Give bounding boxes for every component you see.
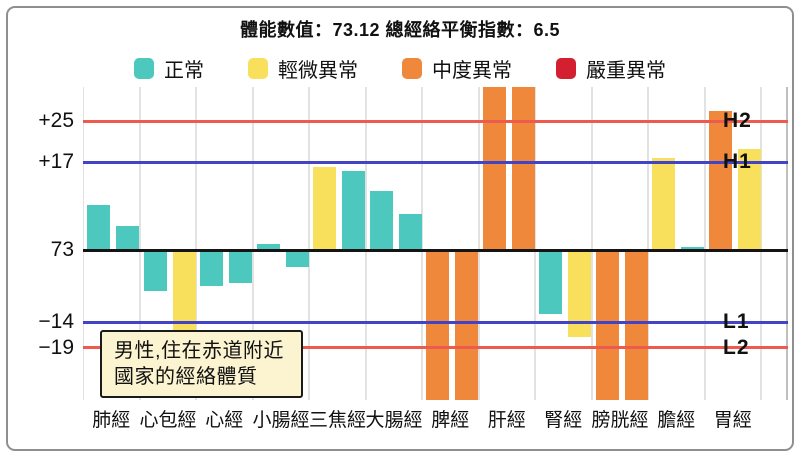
bar-大腸經-right[interactable] — [398, 213, 422, 250]
legend: 正常 輕微異常 中度異常 嚴重異常 — [0, 54, 800, 83]
bar-小腸經-right[interactable] — [285, 250, 309, 267]
vertical-gridline — [251, 87, 254, 400]
moderate-swatch-icon — [402, 58, 422, 79]
y-axis-tick: +17 — [38, 150, 74, 174]
category-label-脾經: 脾經 — [431, 410, 470, 431]
reference-line-L2 — [83, 346, 788, 350]
category-label-三焦經: 三焦經 — [309, 410, 367, 431]
bar-胃經-left[interactable] — [708, 110, 732, 250]
bar-三焦經-left[interactable] — [313, 167, 336, 250]
vertical-gridline — [703, 87, 706, 400]
bar-小腸經-left[interactable] — [256, 243, 280, 250]
chart-title: 體能數值：73.12 總經絡平衡指數：6.5 — [239, 20, 561, 40]
bar-心經-left[interactable] — [200, 250, 223, 286]
legend-item-mild: 輕微異常 — [248, 54, 358, 83]
bar-膽經-left[interactable] — [652, 158, 675, 250]
category-label-腎經: 腎經 — [544, 410, 583, 431]
bar-脾經-left[interactable] — [426, 250, 449, 400]
bar-脾經-right[interactable] — [455, 250, 478, 400]
plot-right-border — [786, 87, 788, 400]
reference-label-L2: L2 — [723, 335, 750, 359]
y-axis-tick: −14 — [38, 310, 74, 334]
normal-swatch-icon — [134, 58, 154, 79]
category-label-膽經: 膽經 — [657, 410, 696, 431]
vertical-gridline — [534, 87, 536, 400]
bar-膀胱經-right[interactable] — [624, 250, 648, 400]
annotation-line-2: 國家的經絡體質 — [114, 366, 258, 388]
vertical-gridline — [590, 87, 593, 400]
vertical-gridline — [760, 87, 762, 400]
vertical-gridline — [647, 87, 649, 400]
y-axis-tick: −19 — [38, 335, 74, 359]
reference-label-H1: H1 — [723, 150, 752, 174]
annotation-box: 男性,住在赤道附近 國家的經絡體質 — [100, 330, 303, 398]
y-axis-tick: +25 — [38, 109, 74, 133]
bar-心包經-left[interactable] — [143, 250, 167, 292]
legend-label: 輕微異常 — [278, 60, 358, 82]
legend-item-moderate: 中度異常 — [402, 54, 512, 83]
category-label-小腸經: 小腸經 — [252, 410, 310, 431]
bar-腎經-right[interactable] — [568, 250, 591, 338]
bar-大腸經-left[interactable] — [369, 191, 393, 250]
bar-肝經-right[interactable] — [511, 87, 535, 250]
y-axis: +25 +17 73 −14 −19 — [0, 87, 74, 400]
vertical-gridline — [364, 87, 367, 400]
bar-心包經-right[interactable] — [172, 250, 196, 330]
annotation-line-1: 男性,住在赤道附近 — [114, 340, 285, 362]
vertical-gridline — [421, 87, 423, 400]
vertical-gridline — [477, 87, 480, 400]
severe-swatch-icon — [556, 58, 576, 79]
category-label-胃經: 胃經 — [713, 410, 752, 431]
vertical-gridline — [83, 87, 84, 400]
reference-label-H2: H2 — [723, 109, 752, 133]
category-label-肝經: 肝經 — [487, 410, 526, 431]
vertical-gridline — [138, 87, 141, 400]
category-label-大腸經: 大腸經 — [365, 410, 423, 431]
category-label-心經: 心經 — [205, 410, 244, 431]
reference-line-H2 — [83, 119, 788, 123]
legend-item-normal: 正常 — [134, 54, 204, 83]
bar-胃經-right[interactable] — [737, 149, 761, 250]
bar-肺經-right[interactable] — [116, 225, 139, 250]
bar-肺經-left[interactable] — [87, 204, 110, 250]
mild-swatch-icon — [248, 58, 268, 79]
y-axis-tick: 73 — [50, 238, 74, 261]
x-axis: 肺經 心包經 心經 小腸經 三焦經 大腸經 脾經 肝經 腎經 膀胱經 膽經 胃經 — [83, 406, 761, 436]
bar-腎經-left[interactable] — [539, 250, 562, 315]
bar-心經-right[interactable] — [229, 250, 252, 284]
category-label-肺經: 肺經 — [92, 410, 131, 431]
category-label-心包經: 心包經 — [139, 410, 197, 431]
legend-label: 嚴重異常 — [586, 60, 666, 82]
baseline — [83, 248, 788, 252]
bar-肝經-left[interactable] — [482, 87, 506, 250]
legend-label: 正常 — [164, 60, 204, 82]
reference-line-L1 — [83, 320, 788, 324]
bar-三焦經-right[interactable] — [342, 171, 365, 250]
category-label-膀胱經: 膀胱經 — [591, 410, 649, 431]
reference-line-H1 — [83, 160, 788, 164]
vertical-gridline — [195, 87, 197, 400]
reference-label-L1: L1 — [723, 310, 750, 334]
vertical-gridline — [308, 87, 310, 400]
legend-item-severe: 嚴重異常 — [556, 54, 666, 83]
legend-label: 中度異常 — [432, 60, 512, 82]
bar-膀胱經-left[interactable] — [595, 250, 619, 400]
